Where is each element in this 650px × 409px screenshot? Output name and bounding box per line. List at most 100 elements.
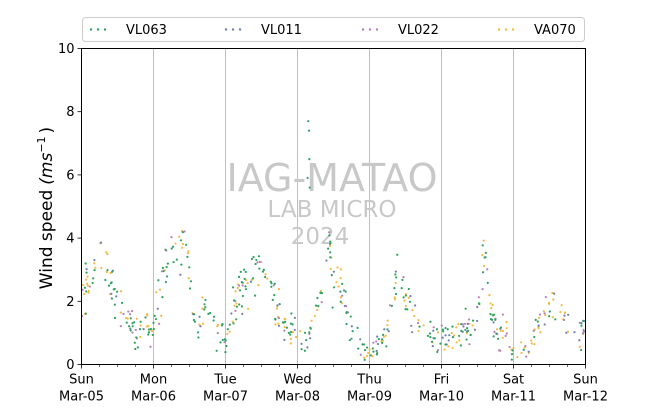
data-point [274,318,277,321]
data-point [452,334,456,337]
data-point [91,281,94,285]
data-point [495,328,499,331]
data-point [126,317,129,320]
data-point [285,326,288,329]
data-point [283,318,286,321]
data-point [465,327,469,330]
data-point [134,347,137,351]
data-point [110,297,113,300]
data-point [154,317,158,321]
data-point [544,296,547,299]
data-point [232,286,235,289]
data-point [476,319,479,323]
data-point [158,322,161,325]
data-point [149,345,152,348]
y-tick-label: 0 [66,358,74,373]
legend-label: VL022 [398,23,439,38]
data-point [551,291,554,295]
data-point [357,347,360,350]
data-point [308,331,311,334]
data-point [291,323,294,326]
data-point [447,345,450,348]
data-point [244,285,247,288]
data-point [446,328,449,331]
data-point [274,323,277,326]
data-point [124,317,128,320]
data-point [201,322,205,325]
data-point [450,331,453,335]
watermark: IAG-MATAO LAB MICRO 2024 [226,156,437,250]
data-point [192,318,195,322]
data-point [313,314,316,318]
data-point [377,337,380,341]
data-point [119,290,123,293]
data-point [492,321,495,324]
watermark-line1: IAG-MATAO [226,156,437,200]
x-tick-label-date: Mar-07 [203,390,248,405]
data-point [393,287,396,290]
legend-marker [375,28,379,31]
legend-marker [368,28,372,31]
data-point [542,310,545,313]
data-point [394,292,398,296]
data-point [188,266,191,269]
data-point [547,301,551,304]
data-point [277,287,280,291]
data-point [85,282,89,285]
legend-marker [504,28,508,31]
data-point [136,346,139,349]
data-point [138,328,141,331]
data-point [458,339,461,342]
data-point [563,314,566,317]
data-point [293,316,296,319]
data-point [552,298,555,301]
data-point [527,350,530,353]
data-point [215,349,218,352]
data-point [329,251,332,254]
data-point [543,323,546,326]
data-point [404,304,407,308]
data-point [266,277,269,280]
data-point [276,304,279,307]
data-point [131,331,134,334]
data-point [582,330,586,333]
data-point [129,317,132,320]
data-point [223,341,226,344]
data-point [481,271,485,274]
data-point [400,287,403,290]
data-point [199,325,202,328]
data-point [133,341,136,344]
data-point [155,291,158,294]
data-point [258,267,261,270]
data-point [127,310,130,313]
data-point [524,344,527,348]
data-point [145,312,149,316]
data-point [131,325,134,328]
data-point [499,326,502,329]
data-point [483,264,486,268]
data-point [219,341,222,344]
x-tick-label-date: Mar-05 [59,390,104,405]
data-point [451,346,454,350]
data-point [201,296,204,299]
watermark-line2: LAB MICRO [268,197,397,223]
data-point [538,313,542,316]
data-point [567,313,570,316]
data-point [291,330,294,334]
data-point [536,320,539,323]
data-point [216,325,219,328]
data-point [242,268,246,271]
data-point [559,310,562,314]
data-point [232,299,236,302]
data-point [537,324,540,327]
x-tick-label-day: Tue [213,373,236,388]
data-point [107,284,111,287]
data-point [494,318,497,321]
data-point [115,295,118,298]
data-point [539,331,542,334]
data-point [236,286,239,290]
data-point [471,324,474,327]
data-point [276,307,279,310]
data-point [404,308,407,311]
